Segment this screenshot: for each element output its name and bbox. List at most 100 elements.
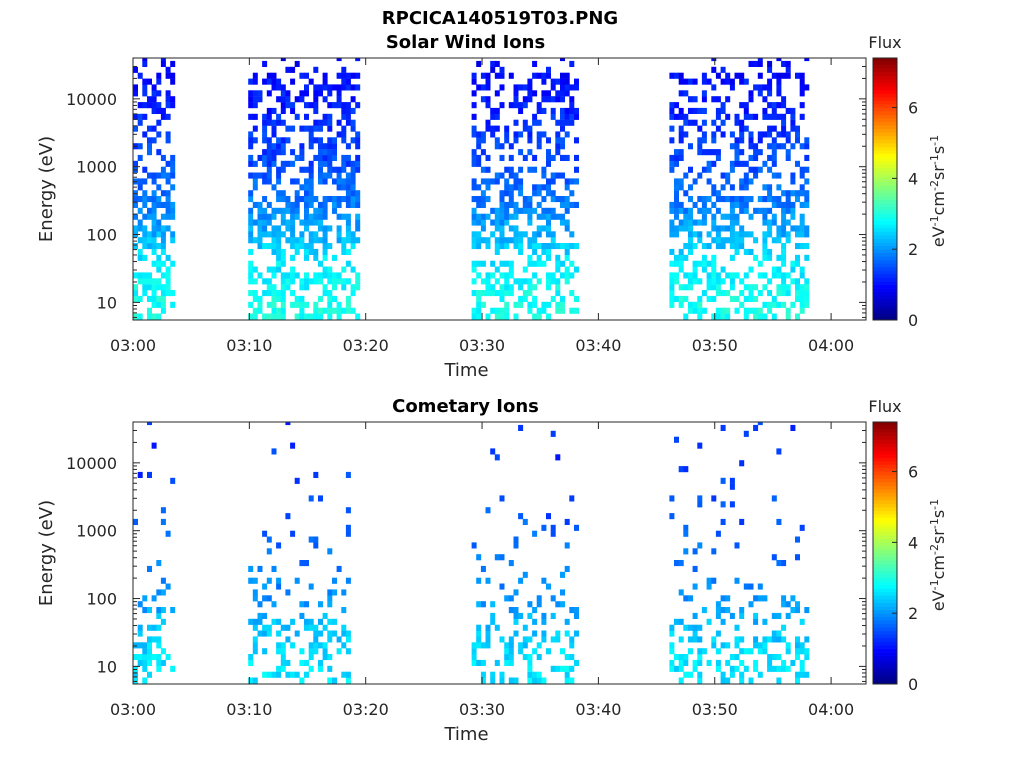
- spectrogram-cell: [355, 58, 361, 62]
- spectrogram-cell: [290, 671, 296, 678]
- spectrogram-cell: [508, 213, 514, 220]
- spectrogram-cell: [725, 607, 731, 614]
- spectrogram-cell: [767, 102, 773, 109]
- spectrogram-cell: [313, 248, 319, 255]
- spectrogram-cell: [734, 665, 740, 672]
- spectrogram-cell: [137, 143, 143, 150]
- spectrogram-cell: [248, 248, 254, 255]
- spectrogram-cell: [532, 90, 538, 97]
- spectrogram-cell: [785, 219, 791, 226]
- spectrogram-cell: [471, 160, 477, 167]
- spectrogram-cell: [266, 266, 272, 273]
- colorbar-step: [873, 58, 897, 62]
- colorbar-step: [873, 273, 897, 278]
- spectrogram-cell: [476, 624, 482, 631]
- spectrogram-cell: [480, 72, 486, 79]
- spectrogram-cell: [345, 307, 351, 314]
- spectrogram-cell: [308, 231, 314, 238]
- spectrogram-cell: [560, 601, 565, 608]
- spectrogram-cell: [518, 301, 524, 308]
- spectrogram-cell: [692, 301, 698, 308]
- spectrogram-cell: [532, 272, 538, 279]
- spectrogram-cell: [799, 184, 805, 191]
- spectrogram-cell: [304, 125, 309, 132]
- colorbar-step: [873, 443, 897, 448]
- panels: 03:00 03:10 03:20 03:30 03:40 03:50 04:0010100…: [36, 32, 948, 745]
- spectrogram-cell: [697, 260, 703, 267]
- spectrogram-cell: [280, 143, 286, 150]
- spectrogram-cell: [494, 172, 500, 179]
- colorbar-tick-label: 4: [908, 169, 918, 188]
- spectrogram-cell: [697, 542, 703, 549]
- colorbar-step: [873, 514, 897, 518]
- spectrogram-cell: [674, 149, 679, 156]
- spectrogram-cell: [476, 243, 482, 250]
- colorbar-step: [873, 422, 897, 426]
- spectrogram-cell: [560, 107, 565, 114]
- spectrogram-cell: [697, 295, 703, 302]
- spectrogram-cell: [513, 612, 519, 619]
- spectrogram-cell: [494, 624, 500, 631]
- spectrogram-cell: [795, 554, 800, 561]
- spectrogram-cell: [715, 149, 721, 156]
- spectrogram-cell: [499, 219, 505, 226]
- spectrogram-cell: [160, 243, 166, 250]
- spectrogram-cell: [513, 96, 519, 103]
- spectrogram-cell: [785, 107, 791, 114]
- spectrogram-cell: [720, 266, 726, 273]
- spectrogram-cell: [776, 254, 782, 261]
- spectrogram-cell: [494, 290, 500, 297]
- spectrogram-cell: [170, 207, 176, 214]
- spectrogram-cell: [327, 589, 333, 596]
- colorbar-step: [873, 302, 897, 307]
- colorbar-step: [873, 291, 897, 296]
- spectrogram-cell: [308, 201, 314, 208]
- spectrogram-cell: [564, 113, 570, 120]
- spectrogram-cell: [471, 184, 477, 191]
- spectrogram-cell: [147, 96, 152, 103]
- spectrogram-cell: [341, 184, 347, 191]
- spectrogram-cell: [327, 595, 333, 602]
- spectrogram-cell: [678, 113, 684, 120]
- spectrogram-cell: [332, 207, 337, 214]
- spectrogram-cell: [280, 213, 286, 220]
- spectrogram-cell: [471, 102, 477, 109]
- spectrogram-cell: [285, 96, 291, 103]
- spectrogram-cell: [252, 184, 258, 191]
- spectrogram-cell: [271, 143, 277, 150]
- spectrogram-cell: [336, 172, 342, 179]
- spectrogram-cell: [799, 72, 805, 79]
- spectrogram-cell: [527, 131, 533, 138]
- spectrogram-cell: [729, 213, 735, 220]
- spectrogram-cell: [147, 624, 152, 631]
- spectrogram-cell: [252, 290, 258, 297]
- spectrogram-cell: [345, 78, 351, 85]
- spectrogram-cell: [170, 60, 176, 67]
- spectrogram-cell: [508, 266, 514, 273]
- spectrogram-cell: [318, 90, 323, 97]
- spectrogram-cell: [725, 642, 731, 649]
- spectrogram-cell: [771, 201, 777, 208]
- spectrogram-cell: [711, 577, 717, 584]
- spectrogram-cell: [536, 137, 542, 144]
- spectrogram-cell: [781, 278, 787, 285]
- spectrogram-cell: [350, 190, 356, 197]
- spectrogram-cell: [753, 207, 759, 214]
- spectrogram-cell: [678, 618, 684, 625]
- spectrogram-cell: [248, 654, 254, 661]
- spectrogram-cell: [715, 196, 721, 203]
- spectrogram-cell: [706, 149, 712, 156]
- spectrogram-cell: [262, 278, 268, 285]
- spectrogram-cell: [564, 184, 570, 191]
- spectrogram-cell: [345, 184, 351, 191]
- spectrogram-cell: [720, 237, 726, 244]
- colorbar-label-part: cm: [929, 191, 948, 215]
- colorbar-label-part: -2: [928, 544, 941, 555]
- spectrogram-cell: [781, 225, 787, 232]
- spectrogram-cell: [266, 548, 272, 555]
- spectrogram-cell: [720, 307, 726, 314]
- spectrogram-cell: [550, 113, 556, 120]
- colorbar-step: [873, 595, 897, 600]
- spectrogram-cell: [757, 671, 763, 678]
- spectrogram-cell: [327, 307, 333, 314]
